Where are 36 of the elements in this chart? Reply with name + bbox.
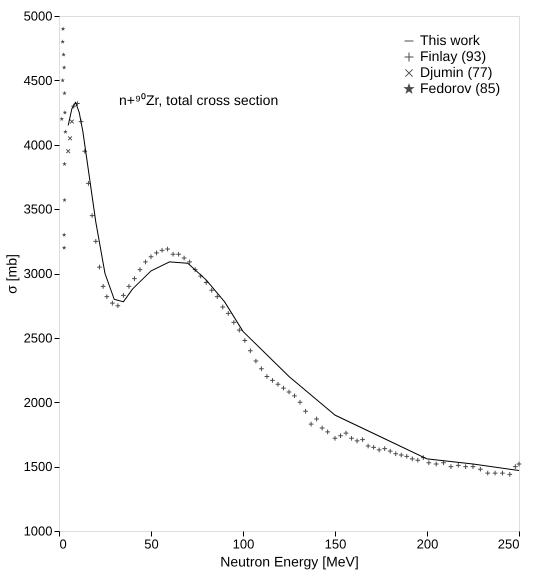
- point: [62, 65, 66, 70]
- y-tick-label: 3000: [24, 266, 52, 281]
- point: [62, 90, 67, 96]
- y-tick-label: 2000: [24, 394, 52, 410]
- legend-label: Fedorov (85): [420, 80, 500, 96]
- y-tick-label: 1500: [24, 459, 52, 474]
- x-tick-label: 250: [498, 536, 520, 552]
- point: [60, 26, 66, 31]
- point: [62, 245, 66, 250]
- point: [62, 232, 66, 237]
- x-axis-title: Neutron Energy [MeV]: [220, 554, 359, 570]
- x-tick-label: 50: [144, 536, 159, 552]
- legend-label: Finlay (93): [420, 48, 486, 64]
- x-tick-label: 200: [416, 536, 438, 552]
- y-tick-label: 4000: [24, 137, 52, 152]
- y-tick-label: 4500: [24, 72, 52, 88]
- x-tick-label: 150: [324, 536, 346, 552]
- point: [60, 39, 65, 44]
- x-tick-label: 0: [60, 536, 67, 552]
- annotation: n+⁹⁰Zr, total cross section: [119, 92, 278, 108]
- point: [70, 119, 74, 124]
- legend-label: Djumin (77): [420, 64, 492, 80]
- point: [68, 136, 72, 141]
- point: [60, 116, 64, 121]
- y-tick-label: 2500: [24, 330, 52, 346]
- legend-label: This work: [420, 32, 481, 48]
- y-axis-title: σ [mb]: [4, 254, 20, 294]
- y-tick-label: 1000: [24, 524, 52, 538]
- point: [61, 52, 66, 57]
- x-tick-label: 100: [232, 536, 254, 552]
- point: [62, 110, 68, 114]
- point: [66, 148, 71, 154]
- y-tick-label: 3500: [24, 202, 52, 217]
- point: [60, 78, 65, 82]
- y-tick-label: 5000: [24, 8, 52, 24]
- point: [63, 130, 68, 134]
